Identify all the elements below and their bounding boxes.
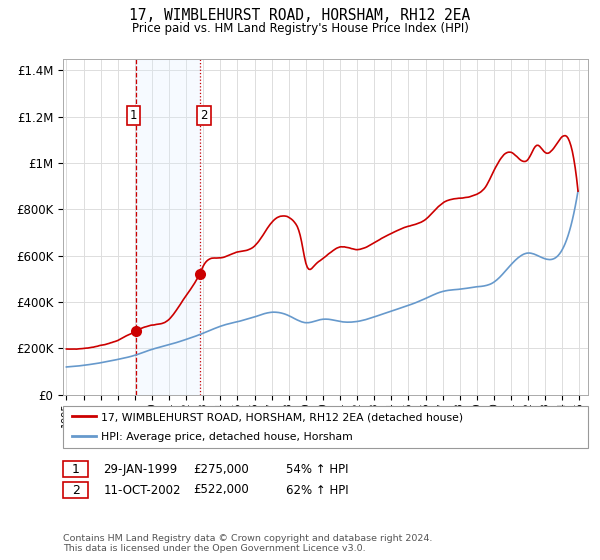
Text: 2: 2 [71,483,80,497]
Text: 54% ↑ HPI: 54% ↑ HPI [286,463,349,476]
Text: HPI: Average price, detached house, Horsham: HPI: Average price, detached house, Hors… [101,432,353,442]
Text: 2: 2 [200,109,208,123]
Text: 1: 1 [130,109,137,123]
Text: Contains HM Land Registry data © Crown copyright and database right 2024.
This d: Contains HM Land Registry data © Crown c… [63,534,433,553]
Text: 29-JAN-1999: 29-JAN-1999 [103,463,178,476]
Text: 11-OCT-2002: 11-OCT-2002 [103,483,181,497]
Text: £522,000: £522,000 [193,483,249,497]
Text: 62% ↑ HPI: 62% ↑ HPI [286,483,349,497]
Text: Price paid vs. HM Land Registry's House Price Index (HPI): Price paid vs. HM Land Registry's House … [131,22,469,35]
Text: £275,000: £275,000 [193,463,249,476]
Text: 17, WIMBLEHURST ROAD, HORSHAM, RH12 2EA: 17, WIMBLEHURST ROAD, HORSHAM, RH12 2EA [130,8,470,22]
Text: 1: 1 [71,463,80,476]
Text: 17, WIMBLEHURST ROAD, HORSHAM, RH12 2EA (detached house): 17, WIMBLEHURST ROAD, HORSHAM, RH12 2EA … [101,413,463,423]
Bar [136,59,200,395]
